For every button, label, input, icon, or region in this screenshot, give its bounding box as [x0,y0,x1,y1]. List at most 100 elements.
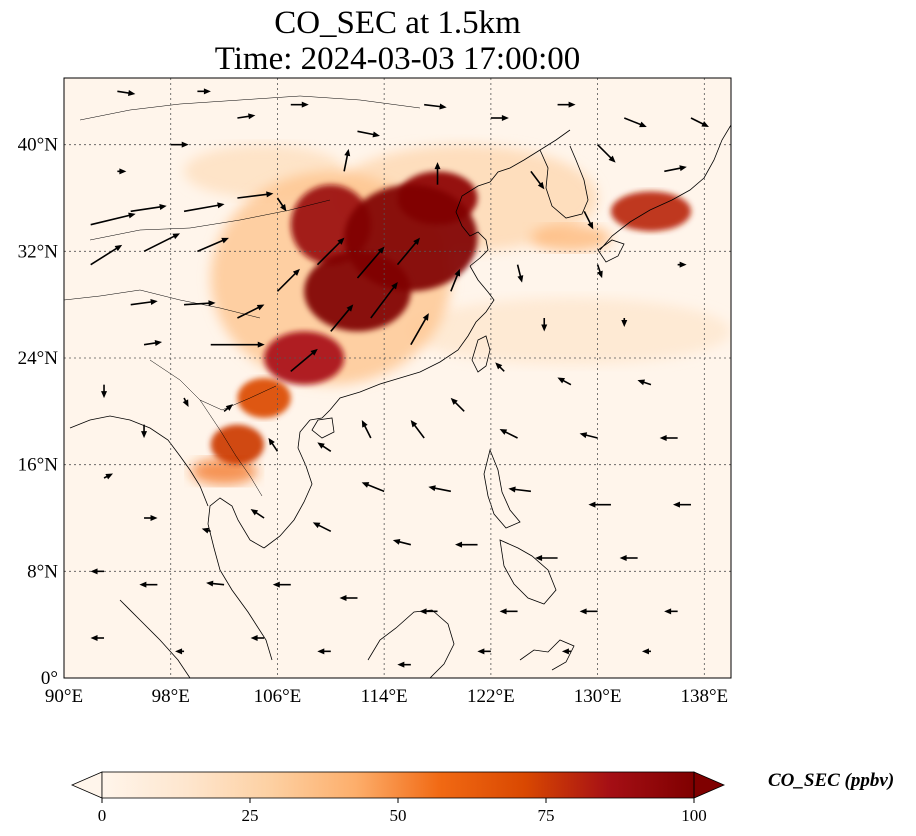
wind-arrow [223,404,234,412]
wind-arrow [659,435,678,441]
wind-arrow [237,304,265,319]
wind-arrow [637,379,652,386]
colorbar-tick-label: 0 [97,806,107,825]
wind-arrow [197,88,211,95]
wind-arrow [141,424,148,439]
wind-arrow [330,304,354,332]
wind-arrow [339,595,358,601]
wind-arrow [370,282,398,319]
wind-arrow [641,648,651,655]
plume-region-0 [410,298,731,365]
title-line-1: CO_SEC at 1.5km [274,5,521,41]
japan-kyushu [597,239,625,263]
wind-arrow [170,141,189,148]
wind-arrow [579,432,598,439]
wind-arrow [516,264,524,283]
province-border-4 [149,359,277,411]
wind-arrow [250,509,265,519]
bohai-coastline [489,129,571,183]
wind-arrow [541,318,548,332]
wind-arrow [495,362,505,372]
wind-arrow [139,581,158,588]
wind-arrow [490,115,509,121]
wind-arrow [90,568,105,575]
shandong-coastline [455,181,491,267]
wind-arrow [583,210,594,230]
lat-tick-label: 24°N [18,348,59,369]
colorbar-tick-label: 100 [681,806,707,825]
myanmar-coast [69,415,209,507]
wind-arrow [117,168,127,175]
japan-coastline [599,124,731,251]
wind-arrow [499,429,518,439]
wind-arrow [183,202,225,213]
borneo-outline [367,609,455,678]
colorbar [70,771,726,799]
wind-arrow [201,527,211,534]
lon-tick-label: 122°E [467,686,515,707]
wind-arrow [410,313,429,346]
lon-tick-label: 98°E [152,686,190,707]
wind-arrow [290,348,318,372]
lat-tick-label: 0° [41,668,58,689]
wind-arrow [424,103,447,110]
wind-arrow [312,522,332,533]
wind-arrow [237,113,256,120]
province-border-3 [79,95,421,121]
wind-arrow [508,486,531,493]
wind-arrow [621,318,628,327]
wind-arrow [356,246,385,279]
wind-arrow [316,237,345,266]
wind-arrow [557,101,576,108]
wind-arrow [357,130,380,138]
plume-region-7 [210,424,265,465]
wind-arrow [410,420,425,439]
wind-arrow [477,648,491,655]
wind-arrow [143,233,181,253]
lon-tick-label: 130°E [574,686,622,707]
wind-arrow [317,442,332,452]
wind-arrow [450,397,465,412]
wind-arrow [237,191,274,199]
wind-arrow [455,541,478,548]
wind-arrow [130,299,158,306]
wind-arrow [101,384,108,399]
wind-arrow [272,581,291,588]
wind-arrow [90,635,105,641]
plume-region-13 [304,251,411,332]
plume-region-6 [237,378,291,418]
colorbar-min-extend [70,771,103,799]
colorbar-tick-label: 25 [241,806,259,825]
wind-arrow [530,170,545,190]
wind-arrow [434,162,441,185]
wind-arrow [664,608,678,615]
colorbar-label: CO_SEC (ppbv) [768,770,895,791]
wind-arrow [623,117,647,128]
wind-arrow [596,264,603,279]
wind-arrow [588,501,611,508]
wind-vector-layer [90,88,709,668]
wind-arrow [690,117,709,127]
lat-tick-label: 40°N [18,135,59,156]
lon-tick-label: 114°E [361,686,408,707]
wind-arrow [397,661,411,668]
taiwan-outline [471,335,491,373]
plume-region-8 [610,191,691,232]
plume-region-4 [530,224,611,252]
title-line-2: Time: 2024-03-03 17:00:00 [214,41,581,77]
wind-arrow [90,212,136,226]
wind-arrow [210,341,265,348]
wind-arrow [103,473,114,480]
sumatra-outline [119,599,191,678]
wind-arrow [206,580,225,587]
lon-tick-label: 138°E [680,686,728,707]
coastline-layer [64,95,731,678]
province-border-1 [64,289,261,319]
hainan-outline [311,417,335,439]
wind-arrow [535,555,558,561]
lat-tick-label: 32°N [18,241,59,262]
wind-arrow [396,237,420,266]
wind-arrow [175,648,185,655]
wind-arrow [343,148,351,172]
